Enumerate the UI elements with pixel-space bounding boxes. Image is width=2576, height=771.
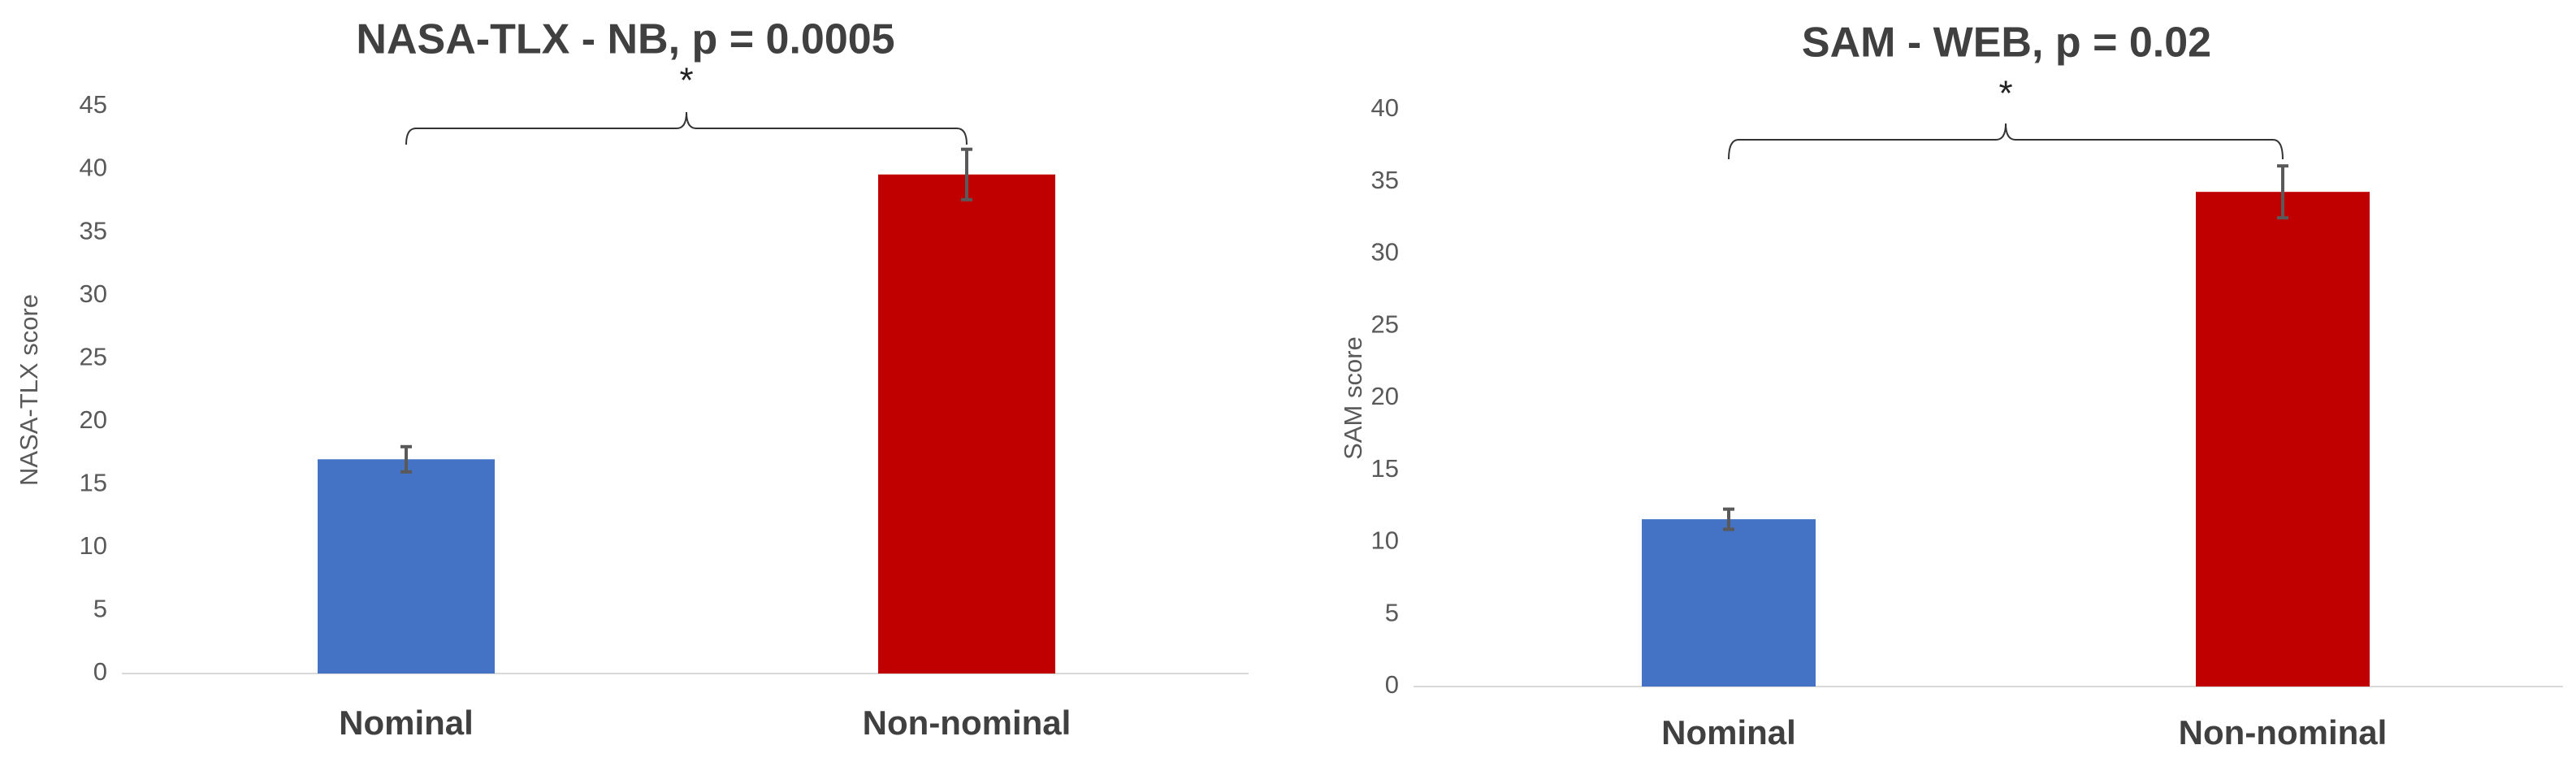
y-tick-label: 40 (80, 154, 107, 182)
y-tick-label: 15 (1371, 454, 1399, 483)
y-tick-label: 5 (1385, 598, 1399, 626)
y-tick-label: 30 (1371, 238, 1399, 266)
chart: SAM - WEB, p = 0.02 SAM score 0 5 10 15 20 25 30… (1339, 19, 2563, 752)
bar (1642, 519, 1816, 687)
y-tick-label: 10 (80, 531, 107, 560)
y-tick-label: 20 (80, 405, 107, 434)
y-tick-label: 30 (80, 279, 107, 308)
x-tick-label: Non-nominal (863, 704, 1072, 742)
error-bar (400, 444, 412, 474)
error-bar (2277, 164, 2288, 220)
y-tick-label: 35 (80, 216, 107, 245)
bar (318, 459, 495, 674)
x-tick-label: Nominal (339, 704, 474, 742)
y-tick-label: 0 (1385, 670, 1399, 699)
bar (878, 174, 1055, 674)
chart-title: SAM - WEB, p = 0.02 (1802, 19, 2211, 67)
y-tick-label: 15 (80, 469, 107, 497)
significance-marker: * (679, 61, 693, 101)
error-bar (1723, 507, 1734, 531)
significance-bracket (1728, 123, 2284, 160)
bar (2196, 192, 2370, 687)
y-tick-label: 35 (1371, 166, 1399, 194)
chart-title: NASA-TLX - NB, p = 0.0005 (356, 16, 894, 63)
y-tick-label: 25 (80, 342, 107, 370)
error-bar (961, 147, 972, 201)
y-tick-label: 45 (80, 90, 107, 119)
x-tick-label: Nominal (1661, 713, 1796, 752)
y-tick-label: 0 (93, 657, 107, 686)
y-axis-label: NASA-TLX score (15, 294, 43, 486)
y-tick-label: 20 (1371, 382, 1399, 410)
significance-bracket (405, 111, 968, 145)
y-tick-label: 5 (93, 595, 107, 623)
y-tick-label: 10 (1371, 526, 1399, 555)
significance-marker: * (1998, 74, 2012, 114)
chart: NASA-TLX - NB, p = 0.0005 NASA-TLX score 0… (15, 16, 1249, 742)
x-tick-label: Non-nominal (2179, 713, 2388, 752)
y-tick-label: 40 (1371, 93, 1399, 122)
y-axis-label: SAM score (1339, 336, 1367, 460)
y-tick-label: 25 (1371, 310, 1399, 338)
